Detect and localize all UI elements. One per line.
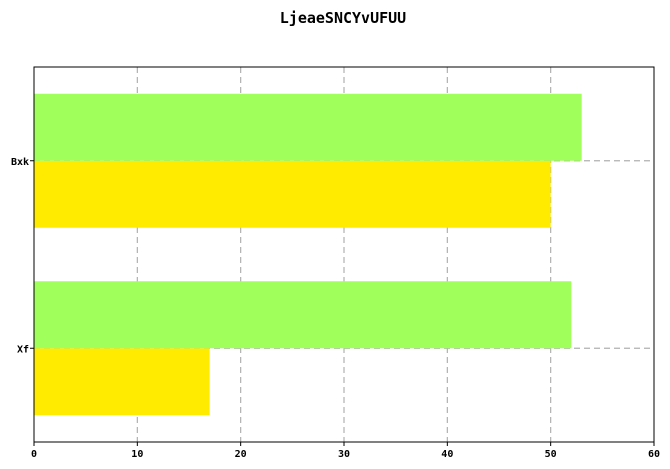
chart-title: LjeaeSNCYvUFUU (280, 9, 406, 27)
bar-xf-series-2 (34, 281, 572, 349)
bar-bxk-series-1 (34, 160, 551, 228)
x-tick-label-4: 40 (441, 449, 453, 460)
bar-bxk-series-2 (34, 93, 582, 161)
bars (34, 93, 582, 416)
x-tick-label-3: 30 (338, 449, 350, 460)
x-tick-label-0: 0 (31, 449, 37, 460)
x-axis-ticks: 0 10 20 30 40 50 60 (31, 442, 660, 460)
y-axis-ticks: Xf Bxk (11, 157, 34, 355)
bar-xf-series-1 (34, 348, 210, 416)
x-tick-label-5: 50 (545, 449, 557, 460)
y-tick-label-xf: Xf (17, 344, 29, 355)
x-tick-label-2: 20 (235, 449, 247, 460)
y-tick-label-bxk: Bxk (11, 157, 29, 168)
x-tick-label-1: 10 (131, 449, 143, 460)
x-tick-label-6: 60 (648, 449, 660, 460)
